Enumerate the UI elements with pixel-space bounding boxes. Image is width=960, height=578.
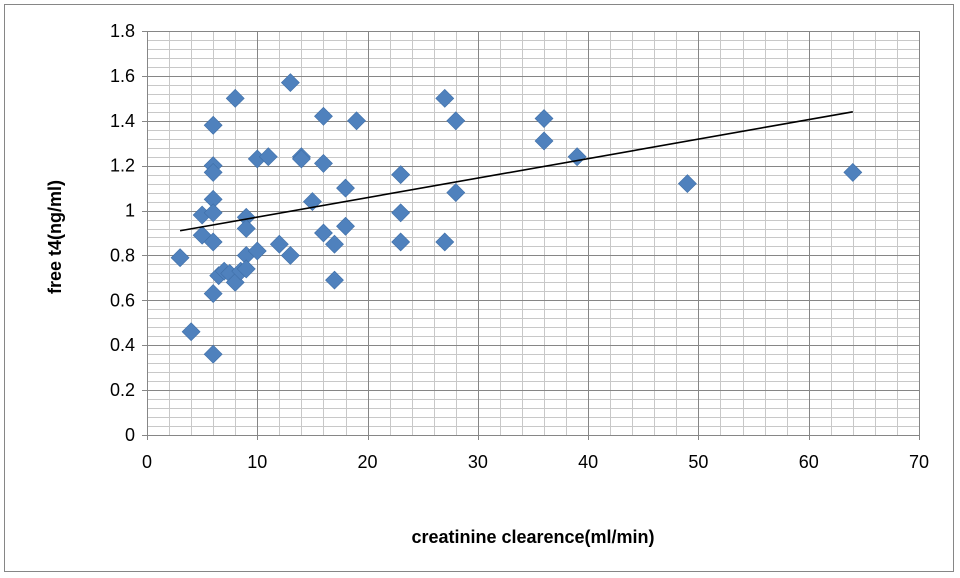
x-tick-label: 40 xyxy=(578,452,598,472)
y-tick-label: 0 xyxy=(125,425,135,445)
x-tick-label: 70 xyxy=(909,452,929,472)
data-point xyxy=(181,322,201,342)
data-point xyxy=(225,88,245,108)
x-tick-label: 20 xyxy=(358,452,378,472)
scatter-chart: 0 10 20 30 40 50 60 70 0 0.2 0.4 0.6 0.8 1 1.2 1.4 1.6 1.… xyxy=(45,21,929,547)
data-point xyxy=(314,106,333,126)
data-point xyxy=(280,246,300,265)
data-point xyxy=(236,219,256,238)
data-point xyxy=(677,174,697,194)
data-point xyxy=(314,223,333,243)
data-point xyxy=(435,88,455,108)
data-point xyxy=(534,131,554,151)
y-tick-label: 0.2 xyxy=(110,380,135,400)
x-tick-label: 10 xyxy=(247,452,267,472)
chart-frame: 0 10 20 30 40 50 60 70 0 0.2 0.4 0.6 0.8 1 1.2 1.4 1.6 1.… xyxy=(4,4,954,572)
y-tick-label: 1.4 xyxy=(110,111,135,131)
y-tick-label: 0.4 xyxy=(110,335,135,355)
data-points xyxy=(170,73,863,364)
tick-labels: 0 10 20 30 40 50 60 70 0 0.2 0.4 0.6 0.8 1 1.2 1.4 1.6 1.… xyxy=(110,21,929,472)
y-tick-label: 1.6 xyxy=(110,66,135,86)
axis-layer xyxy=(142,31,920,440)
data-point xyxy=(203,115,223,135)
data-point xyxy=(446,183,466,203)
y-tick-label: 0.8 xyxy=(110,245,135,265)
data-point xyxy=(280,73,300,93)
data-point xyxy=(391,165,411,185)
y-axis-title: free t4(ng/ml) xyxy=(45,180,65,294)
data-point xyxy=(203,344,223,364)
data-point xyxy=(325,270,344,290)
x-axis-title: creatinine clearence(ml/min) xyxy=(411,527,654,547)
y-tick-label: 0.6 xyxy=(110,290,135,310)
data-point xyxy=(347,111,366,131)
data-point xyxy=(435,232,455,252)
data-point xyxy=(269,234,289,254)
data-point xyxy=(203,232,223,252)
y-tick-label: 1.8 xyxy=(110,21,135,41)
data-point xyxy=(391,232,411,252)
data-point xyxy=(843,162,863,182)
data-point xyxy=(314,153,333,173)
data-point xyxy=(534,109,554,128)
data-point xyxy=(336,178,355,198)
y-tick-label: 1.2 xyxy=(110,156,135,176)
x-tick-label: 60 xyxy=(799,452,819,472)
data-point xyxy=(336,216,355,236)
x-tick-label: 50 xyxy=(688,452,708,472)
data-point xyxy=(203,284,223,304)
trendline-layer xyxy=(179,111,853,232)
data-point xyxy=(567,147,587,167)
grid-layer xyxy=(147,31,920,436)
data-point xyxy=(325,234,344,254)
data-point xyxy=(170,248,190,268)
x-tick-label: 0 xyxy=(142,452,152,472)
data-point xyxy=(291,149,311,169)
data-point xyxy=(203,162,223,182)
y-tick-label: 1 xyxy=(125,201,135,221)
data-point xyxy=(446,111,466,131)
trendline xyxy=(179,111,853,232)
x-tick-label: 30 xyxy=(468,452,488,472)
data-point xyxy=(247,241,267,261)
data-point xyxy=(258,147,278,167)
data-point xyxy=(391,203,411,223)
data-point xyxy=(203,203,223,223)
data-point xyxy=(236,259,256,279)
